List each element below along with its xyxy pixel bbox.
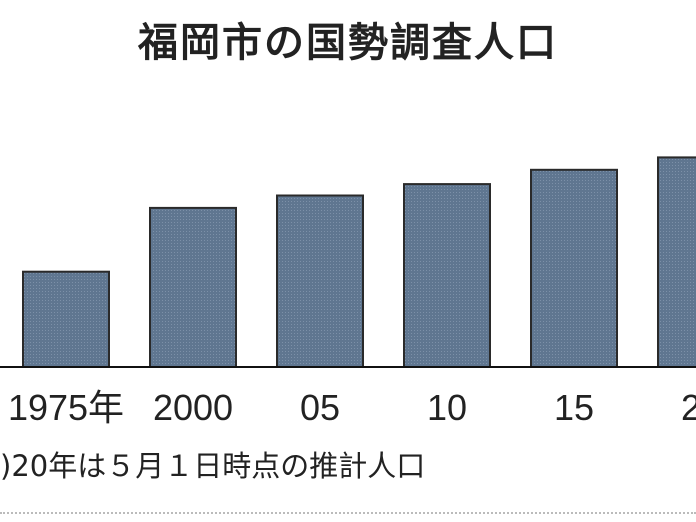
- bar-0: [22, 270, 110, 369]
- x-tick-label-5: 20: [681, 387, 696, 428]
- x-tick-label-2: 05: [300, 387, 340, 428]
- footnote: )20年は５月１日時点の推計人口: [0, 449, 426, 483]
- bar-4: [530, 168, 618, 368]
- bar-1: [149, 206, 237, 368]
- bottom-divider: [0, 512, 696, 514]
- bar-2: [276, 194, 364, 368]
- x-tick-label-0: 1975年: [8, 387, 124, 428]
- bar-3: [403, 183, 491, 368]
- chart-title: 福岡市の国勢調査人口: [138, 20, 558, 66]
- x-tick-label-3: 10: [427, 387, 467, 428]
- bar-5: [657, 156, 696, 368]
- x-tick-label-4: 15: [554, 387, 594, 428]
- x-tick-label-1: 2000: [153, 387, 233, 428]
